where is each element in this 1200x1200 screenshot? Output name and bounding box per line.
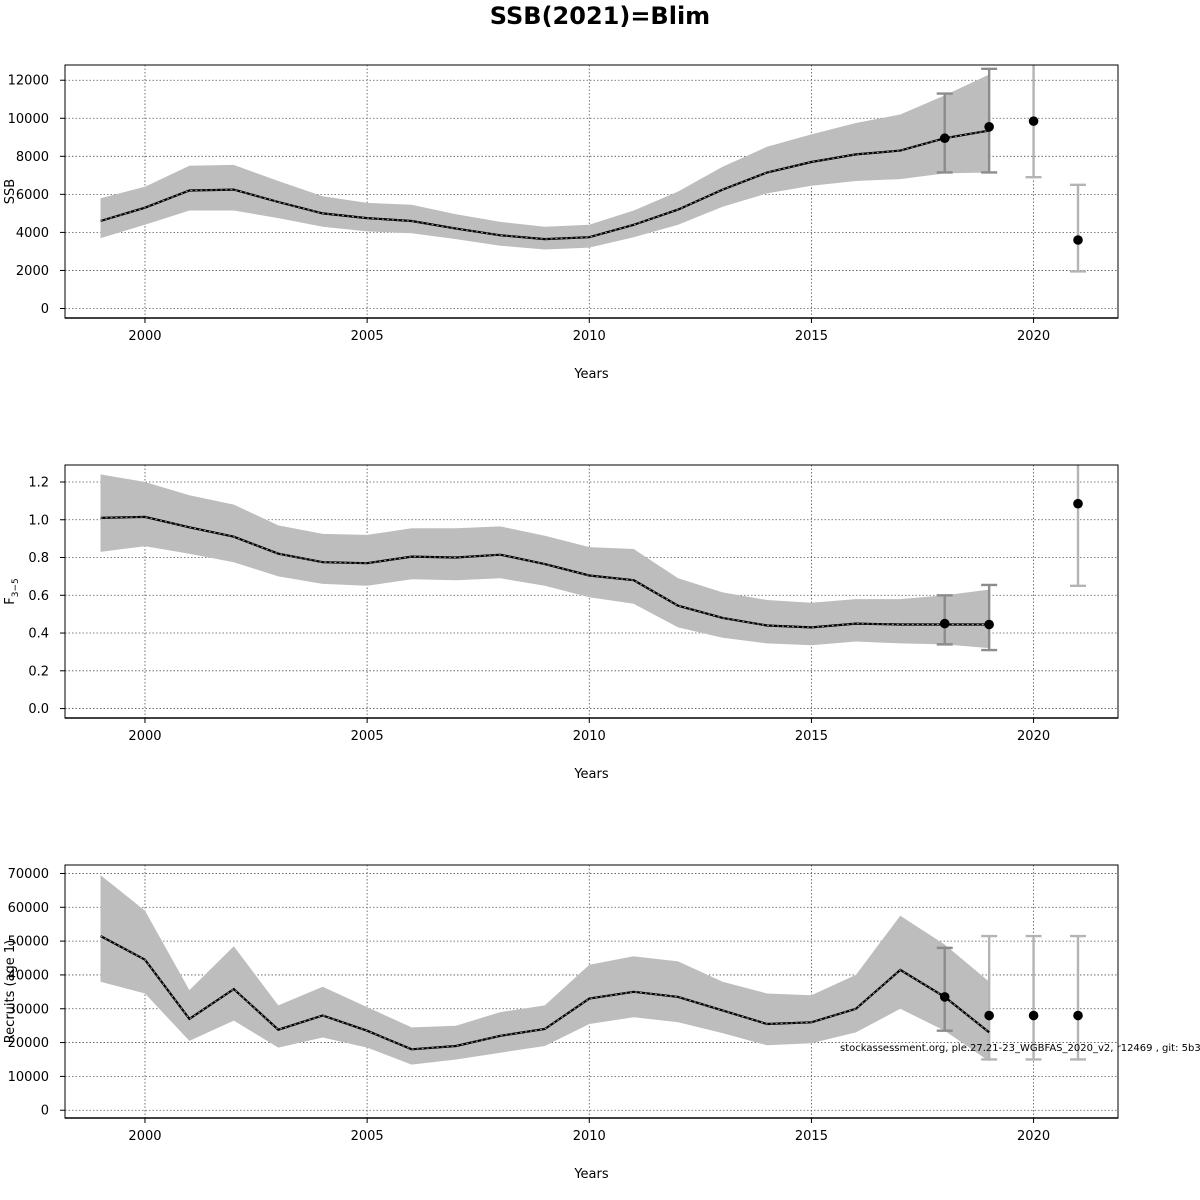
y-axis-label: SSB [3, 179, 18, 204]
x-tick-label: 2000 [128, 729, 161, 744]
point-2018 [939, 133, 950, 144]
y-tick-label: 1.2 [28, 475, 49, 490]
y-tick-label: 0 [41, 1104, 49, 1119]
x-tick-label: 2005 [351, 329, 384, 344]
x-tick-label: 2015 [795, 329, 828, 344]
y-tick-label: 0.2 [28, 664, 49, 679]
point-2021 [1073, 498, 1083, 509]
point-2020 [1028, 1010, 1039, 1021]
x-axis-label: Years [573, 367, 609, 382]
y-tick-label: 50000 [8, 935, 49, 950]
x-axis-label: Years [573, 767, 609, 782]
series-line-dash [100, 516, 990, 628]
x-tick-label: 2020 [1017, 1129, 1050, 1144]
series-line [100, 129, 990, 241]
y-tick-label: 6000 [16, 188, 49, 203]
confidence-band [100, 875, 990, 1065]
x-tick-label: 2020 [1017, 729, 1050, 744]
x-tick-label: 2015 [795, 1129, 828, 1144]
y-tick-label: 0.4 [28, 627, 49, 642]
y-axis-label: F3−5 [3, 578, 21, 604]
point-2018 [939, 618, 950, 629]
y-tick-label: 10000 [8, 1070, 49, 1085]
y-tick-label: 20000 [8, 1036, 49, 1051]
y-tick-label: 60000 [8, 901, 49, 916]
point-2020 [1028, 116, 1039, 126]
y-tick-label: 40000 [8, 968, 49, 983]
y-tick-label: 30000 [8, 1002, 49, 1017]
x-tick-label: 2010 [573, 729, 606, 744]
point-2018 [939, 992, 950, 1002]
point-2019 [984, 1010, 994, 1021]
footnote: stockassessment.org, ple.27.21-23_WGBFAS… [840, 1043, 1200, 1054]
chart-title: SSB(2021)=Blim [490, 2, 710, 30]
y-tick-label: 10000 [8, 112, 49, 127]
y-axis-label: Recruits (age 1) [3, 940, 18, 1044]
y-tick-label: 0.0 [28, 702, 49, 717]
y-tick-label: 0 [41, 302, 49, 317]
x-tick-label: 2020 [1017, 329, 1050, 344]
series-line-dash [100, 935, 990, 1050]
point-2021 [1073, 235, 1083, 245]
x-axis-label: Years [573, 1167, 609, 1182]
x-tick-label: 2005 [351, 729, 384, 744]
y-tick-label: 4000 [16, 226, 49, 241]
panel-2: 2000 2005 2010 2015 2020 0.0 0.2 0.4 0.6 0.8 1.0 1.… [3, 464, 1119, 782]
point-2019 [984, 619, 994, 630]
y-tick-label: 12000 [8, 74, 49, 89]
x-tick-label: 2010 [573, 329, 606, 344]
y-tick-label: 8000 [16, 150, 49, 165]
y-tick-label: 0.8 [28, 551, 49, 566]
point-2019 [984, 122, 994, 132]
y-tick-label: 2000 [16, 264, 49, 279]
x-tick-label: 2010 [573, 1129, 606, 1144]
point-2021 [1073, 1010, 1083, 1021]
confidence-band [100, 474, 990, 649]
x-tick-label: 2000 [128, 329, 161, 344]
x-tick-label: 2005 [351, 1129, 384, 1144]
y-tick-label: 1.0 [28, 513, 49, 528]
y-tick-label: 0.6 [28, 589, 49, 604]
y-tick-label: 70000 [8, 867, 49, 882]
confidence-band [100, 74, 990, 250]
x-tick-label: 2015 [795, 729, 828, 744]
panel-1: 2000 2005 2010 2015 2020 0 2000 4000 6000 8000 100… [3, 64, 1119, 382]
panel-3: 2000 2005 2010 2015 2020 0 10000 20000 30000 4000… [3, 864, 1119, 1182]
x-tick-label: 2000 [128, 1129, 161, 1144]
y-axis-label-subscript: 3−5 [11, 578, 21, 597]
